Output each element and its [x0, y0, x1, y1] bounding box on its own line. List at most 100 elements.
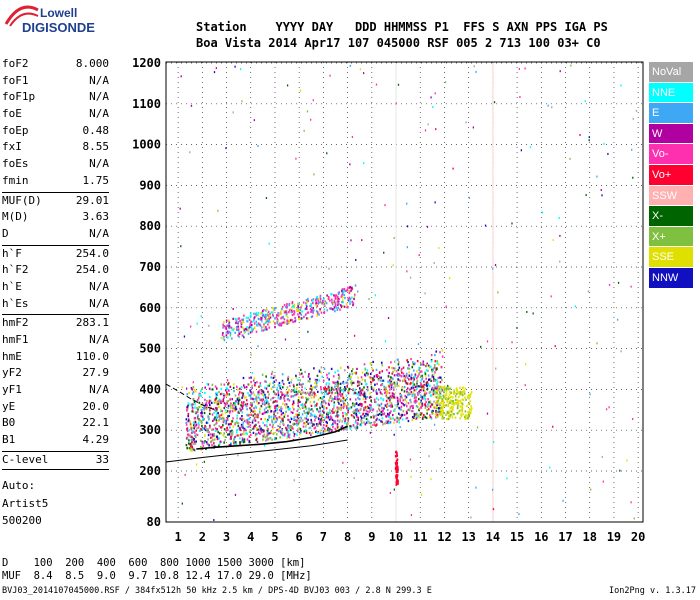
echo-point — [424, 129, 427, 132]
echo-point — [405, 396, 408, 399]
echo-point — [452, 396, 454, 399]
echo-point — [464, 410, 467, 413]
echo-point — [361, 403, 363, 406]
echo-point — [460, 401, 462, 404]
echo-point — [456, 402, 458, 406]
echo-point — [235, 319, 238, 322]
echo-point — [272, 307, 274, 310]
echo-point — [232, 425, 235, 428]
echo-point — [392, 417, 394, 420]
echo-point — [451, 416, 454, 419]
echo-point — [441, 399, 444, 402]
echo-point — [252, 320, 255, 323]
echo-point — [248, 425, 250, 428]
echo-point — [287, 320, 289, 323]
echo-point — [332, 398, 335, 401]
y-tick-label: 1000 — [132, 138, 161, 152]
echo-point — [387, 397, 390, 400]
echo-point — [326, 421, 328, 424]
echo-point — [327, 386, 330, 389]
echo-point — [283, 399, 286, 402]
echo-point — [206, 382, 209, 386]
echo-point — [391, 378, 393, 381]
echo-point — [361, 371, 364, 374]
echo-point — [424, 406, 427, 409]
echo-point — [242, 402, 245, 405]
echo-point — [430, 416, 432, 419]
echo-point — [439, 403, 441, 406]
echo-point — [388, 399, 391, 402]
echo-point — [270, 430, 272, 433]
echo-point — [211, 383, 214, 386]
echo-point — [415, 404, 418, 408]
echo-point — [397, 397, 399, 400]
echo-point — [324, 301, 326, 304]
echo-point — [187, 402, 190, 405]
echo-point — [352, 302, 355, 305]
echo-point — [195, 436, 197, 439]
echo-point — [396, 465, 399, 468]
echo-point — [617, 281, 620, 284]
echo-point — [357, 376, 359, 379]
echo-point — [349, 163, 351, 166]
echo-point — [322, 401, 324, 404]
echo-point — [465, 121, 467, 124]
echo-point — [318, 417, 320, 421]
echo-point — [275, 437, 278, 440]
echo-point — [240, 325, 243, 328]
echo-point — [224, 327, 227, 330]
echo-point — [240, 409, 242, 412]
echo-point — [216, 435, 218, 439]
echo-point — [363, 407, 365, 410]
echo-point — [387, 375, 390, 378]
echo-point — [285, 305, 287, 308]
echo-point — [309, 426, 312, 429]
echo-point — [429, 414, 431, 417]
echo-point — [426, 387, 429, 390]
echo-point — [321, 302, 324, 305]
echo-point — [295, 157, 297, 160]
echo-point — [208, 412, 211, 415]
echo-point — [319, 432, 322, 435]
echo-point — [326, 392, 328, 395]
echo-point — [292, 400, 295, 403]
echo-point — [302, 375, 304, 378]
echo-point — [331, 411, 334, 415]
echo-point — [413, 397, 416, 400]
echo-point — [246, 402, 249, 406]
echo-point — [222, 418, 225, 421]
echo-point — [260, 318, 263, 321]
echo-point — [256, 432, 259, 436]
echo-point — [334, 397, 336, 400]
echo-point — [220, 399, 223, 402]
echo-point — [303, 430, 306, 433]
echo-point — [312, 410, 314, 413]
echo-point — [255, 399, 258, 402]
echo-point — [291, 313, 294, 317]
echo-point — [316, 402, 318, 405]
echo-point — [453, 389, 456, 392]
echo-point — [214, 410, 217, 413]
echo-point — [282, 321, 285, 324]
echo-point — [396, 474, 399, 477]
echo-point — [334, 310, 336, 313]
echo-point — [227, 415, 229, 418]
echo-point — [237, 434, 239, 437]
echo-point — [451, 403, 453, 406]
echo-point — [445, 412, 448, 416]
echo-point — [261, 320, 263, 323]
echo-point — [245, 399, 248, 402]
echo-point — [434, 201, 436, 204]
echo-point — [274, 409, 277, 412]
echo-point — [249, 324, 251, 327]
echo-point — [424, 397, 426, 401]
echo-point — [227, 331, 230, 334]
echo-point — [241, 425, 243, 428]
echo-point — [387, 380, 389, 383]
echo-point — [287, 414, 289, 417]
echo-point — [337, 373, 340, 376]
echo-point — [281, 391, 284, 394]
echo-point — [338, 388, 340, 391]
echo-point — [254, 434, 257, 437]
